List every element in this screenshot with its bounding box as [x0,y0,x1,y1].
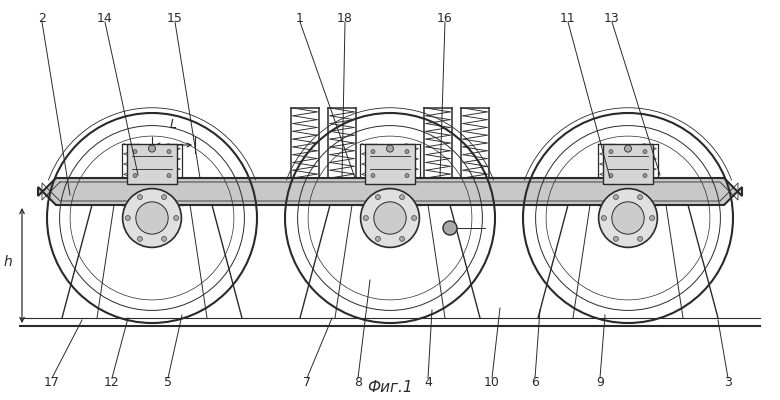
Circle shape [613,195,619,200]
Bar [365,144,415,184]
Circle shape [375,236,381,241]
Circle shape [371,150,375,154]
Circle shape [601,216,606,220]
Circle shape [609,150,613,154]
Circle shape [133,150,137,154]
Circle shape [375,195,381,200]
Circle shape [399,236,405,241]
Circle shape [405,174,409,178]
Text: 11: 11 [560,12,576,24]
Circle shape [167,150,171,154]
Circle shape [637,195,643,200]
Circle shape [161,195,167,200]
Circle shape [650,216,654,220]
Bar [603,144,653,184]
Circle shape [643,174,647,178]
Circle shape [174,216,179,220]
Text: h: h [4,254,12,268]
Circle shape [387,145,393,152]
Text: 10: 10 [484,376,500,388]
Circle shape [598,189,658,247]
Text: 13: 13 [604,12,620,24]
Circle shape [371,174,375,178]
Text: 5: 5 [164,376,172,388]
Circle shape [637,236,643,241]
Text: L: L [170,118,177,131]
Circle shape [133,174,137,178]
Circle shape [137,195,143,200]
Circle shape [161,236,167,241]
Circle shape [137,236,143,241]
Circle shape [613,236,619,241]
Circle shape [443,221,457,235]
Circle shape [643,150,647,154]
Text: 12: 12 [104,376,120,388]
Text: 7: 7 [303,376,311,388]
Text: 6: 6 [531,376,539,388]
Text: 17: 17 [44,376,60,388]
Circle shape [148,145,155,152]
Text: 3: 3 [724,376,732,388]
Circle shape [136,202,168,234]
Text: 15: 15 [167,12,183,24]
Text: Фиг.1: Фиг.1 [367,380,413,395]
Text: 8: 8 [354,376,362,388]
Text: 16: 16 [437,12,453,24]
Circle shape [374,202,406,234]
Text: 2: 2 [38,12,46,24]
Text: 18: 18 [337,12,353,24]
Circle shape [167,174,171,178]
Text: 14: 14 [98,12,113,24]
Circle shape [405,150,409,154]
Circle shape [625,145,632,152]
Circle shape [363,216,368,220]
Circle shape [360,189,420,247]
Polygon shape [38,178,742,205]
Text: 1: 1 [296,12,304,24]
Circle shape [609,174,613,178]
Text: 9: 9 [596,376,604,388]
Circle shape [399,195,405,200]
Circle shape [126,216,130,220]
Bar [127,144,177,184]
Circle shape [612,202,644,234]
Circle shape [412,216,417,220]
Text: 4: 4 [424,376,432,388]
Circle shape [122,189,182,247]
